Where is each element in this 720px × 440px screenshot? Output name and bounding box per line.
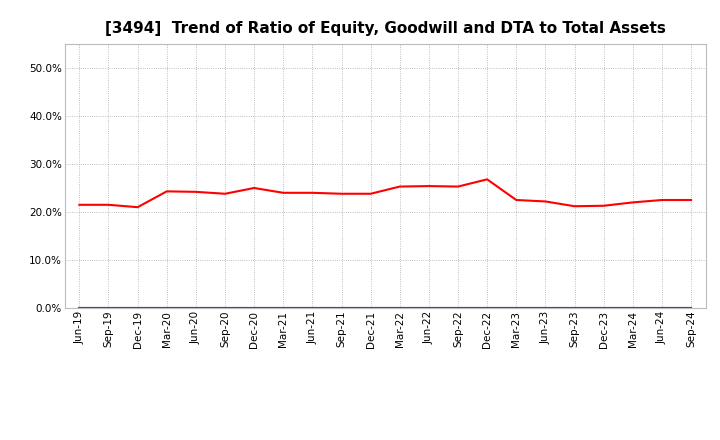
Deferred Tax Assets (220, 305, 229, 311)
Goodwill (337, 305, 346, 311)
Equity (366, 191, 375, 196)
Goodwill (629, 305, 637, 311)
Deferred Tax Assets (75, 305, 84, 311)
Deferred Tax Assets (104, 305, 113, 311)
Equity (133, 205, 142, 210)
Deferred Tax Assets (687, 305, 696, 311)
Goodwill (250, 305, 258, 311)
Deferred Tax Assets (512, 305, 521, 311)
Goodwill (308, 305, 317, 311)
Equity (483, 177, 492, 182)
Deferred Tax Assets (279, 305, 287, 311)
Equity (395, 184, 404, 189)
Equity (163, 189, 171, 194)
Goodwill (454, 305, 462, 311)
Goodwill (541, 305, 550, 311)
Goodwill (395, 305, 404, 311)
Equity (250, 185, 258, 191)
Equity (629, 200, 637, 205)
Deferred Tax Assets (425, 305, 433, 311)
Goodwill (512, 305, 521, 311)
Equity (570, 204, 579, 209)
Goodwill (279, 305, 287, 311)
Goodwill (220, 305, 229, 311)
Equity (454, 184, 462, 189)
Goodwill (599, 305, 608, 311)
Goodwill (133, 305, 142, 311)
Equity (220, 191, 229, 196)
Deferred Tax Assets (599, 305, 608, 311)
Goodwill (192, 305, 200, 311)
Deferred Tax Assets (250, 305, 258, 311)
Equity (599, 203, 608, 209)
Equity (308, 190, 317, 195)
Deferred Tax Assets (454, 305, 462, 311)
Goodwill (75, 305, 84, 311)
Deferred Tax Assets (366, 305, 375, 311)
Equity (425, 183, 433, 189)
Goodwill (163, 305, 171, 311)
Deferred Tax Assets (192, 305, 200, 311)
Equity (657, 198, 666, 203)
Title: [3494]  Trend of Ratio of Equity, Goodwill and DTA to Total Assets: [3494] Trend of Ratio of Equity, Goodwil… (105, 21, 665, 36)
Goodwill (570, 305, 579, 311)
Goodwill (366, 305, 375, 311)
Goodwill (657, 305, 666, 311)
Goodwill (687, 305, 696, 311)
Deferred Tax Assets (657, 305, 666, 311)
Deferred Tax Assets (163, 305, 171, 311)
Equity (337, 191, 346, 196)
Equity (541, 199, 550, 204)
Deferred Tax Assets (133, 305, 142, 311)
Goodwill (483, 305, 492, 311)
Deferred Tax Assets (541, 305, 550, 311)
Equity (279, 190, 287, 195)
Goodwill (104, 305, 113, 311)
Deferred Tax Assets (570, 305, 579, 311)
Deferred Tax Assets (337, 305, 346, 311)
Equity (104, 202, 113, 207)
Deferred Tax Assets (308, 305, 317, 311)
Goodwill (425, 305, 433, 311)
Deferred Tax Assets (629, 305, 637, 311)
Deferred Tax Assets (483, 305, 492, 311)
Equity (192, 189, 200, 194)
Line: Equity: Equity (79, 180, 691, 207)
Equity (512, 198, 521, 203)
Equity (687, 198, 696, 203)
Deferred Tax Assets (395, 305, 404, 311)
Equity (75, 202, 84, 207)
